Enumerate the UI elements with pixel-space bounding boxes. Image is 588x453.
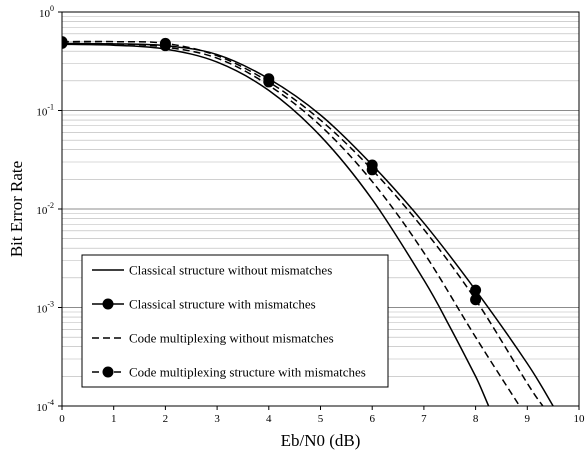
x-tick-label: 2 — [163, 413, 169, 425]
x-tick-label: 0 — [59, 413, 65, 425]
x-tick-label: 5 — [318, 413, 324, 425]
legend-marker-2 — [102, 298, 114, 310]
x-tick-label: 1 — [111, 413, 117, 425]
y-tick-base: 10 — [36, 107, 48, 119]
series-line-3 — [62, 42, 521, 406]
y-tick-exponent: -1 — [47, 103, 54, 112]
legend-label-1: Classical structure without mismatches — [129, 263, 332, 278]
series-4-marker — [366, 164, 378, 176]
x-tick-label: 8 — [473, 413, 479, 425]
series-layer — [62, 36, 554, 406]
y-tick-base: 10 — [36, 304, 48, 316]
legend-label-2: Classical structure with mismatches — [129, 297, 316, 312]
series-line-4 — [62, 40, 544, 406]
y-tick-base: 10 — [39, 8, 51, 20]
y-tick-label: 10-2 — [36, 201, 54, 217]
y-tick-exponent: -3 — [47, 300, 54, 309]
legend-box — [81, 254, 389, 388]
series-4-marker — [62, 36, 68, 48]
series-4-marker — [159, 37, 171, 49]
y-tick-exponent: -4 — [47, 398, 54, 407]
x-tick-label: 3 — [214, 413, 220, 425]
x-axis-ticks: 0 1 2 3 4 5 6 7 8 9 10 — [59, 406, 585, 425]
legend-marker-4 — [102, 366, 114, 378]
x-tick-label: 7 — [421, 413, 427, 425]
x-tick-label: 6 — [369, 413, 375, 425]
series-line-2 — [62, 42, 554, 406]
y-tick-label: 10-4 — [36, 398, 54, 414]
y-tick-exponent: -2 — [47, 201, 54, 210]
y-axis-label: Bit Error Rate — [7, 161, 26, 257]
y-tick-base: 10 — [36, 402, 48, 414]
series-2-marker — [470, 284, 482, 296]
legend: Classical structure without mismatches Cl… — [81, 254, 389, 388]
y-tick-base: 10 — [36, 205, 48, 217]
series-4-marker — [263, 76, 275, 88]
y-tick-label: 10-1 — [36, 103, 54, 119]
y-tick-exponent: 0 — [50, 4, 54, 13]
y-tick-label: 100 — [39, 4, 54, 20]
series-4-marker — [470, 294, 482, 306]
x-tick-label: 9 — [525, 413, 531, 425]
x-tick-label: 4 — [266, 413, 272, 425]
legend-label-3: Code multiplexing without mismatches — [129, 331, 334, 346]
legend-label-4: Code multiplexing structure with mismatc… — [129, 365, 366, 380]
x-axis-label: Eb/N0 (dB) — [281, 431, 361, 450]
x-tick-label: 10 — [574, 413, 586, 425]
y-tick-label: 10-3 — [36, 300, 54, 316]
